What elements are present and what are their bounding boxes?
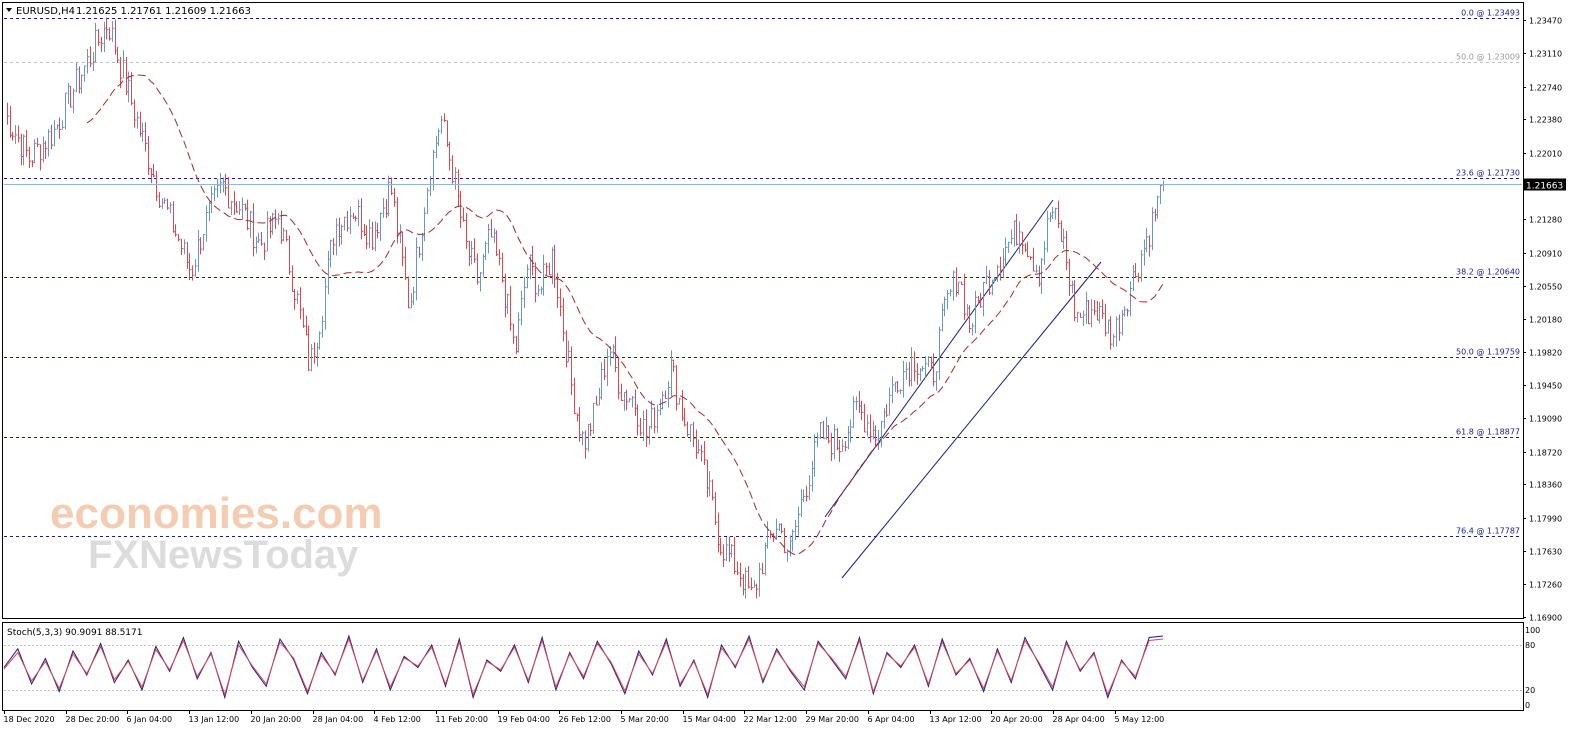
stoch-tick-label: 20 xyxy=(1525,686,1535,695)
y-tick-label: 1.17990 xyxy=(1529,515,1562,524)
x-tick-label: 20 Apr 20:00 xyxy=(991,715,1043,724)
x-tick-label: 6 Apr 04:00 xyxy=(868,715,915,724)
fib-label: 50.0 @ 1.23009 xyxy=(1456,53,1520,62)
fibonacci-levels: 0.0 @ 1.23493 50.0 @ 1.23009 23.6 @ 1.2173… xyxy=(4,9,1522,537)
watermark-fxnewstoday: FXNewsToday xyxy=(88,533,359,577)
y-tick-label: 1.19450 xyxy=(1529,382,1562,391)
x-tick-label: 29 Mar 20:00 xyxy=(806,715,859,724)
symbol-label: EURUSD,H4 xyxy=(16,6,75,17)
fib-label: 50.0 @ 1.19759 xyxy=(1456,348,1520,357)
chevron-down-icon[interactable] xyxy=(6,8,12,12)
y-tick-label: 1.16900 xyxy=(1529,614,1562,623)
x-tick-label: 22 Mar 12:00 xyxy=(744,715,797,724)
fib-label: 38.2 @ 1.20640 xyxy=(1456,268,1520,277)
current-price: 1.21663 xyxy=(4,178,1566,192)
stoch-label: Stoch(5,3,3) 90.9091 88.5171 xyxy=(7,628,142,638)
y-tick-label: 1.19820 xyxy=(1529,349,1562,358)
x-tick-label: 19 Feb 04:00 xyxy=(498,715,550,724)
y-tick-label: 1.23470 xyxy=(1529,17,1562,26)
x-tick-label: 5 Mar 20:00 xyxy=(621,715,669,724)
candles xyxy=(7,17,1166,599)
moving-average xyxy=(86,74,1164,556)
fib-label: 76.4 @ 1.17787 xyxy=(1456,527,1520,536)
stoch-signal-line xyxy=(3,637,1164,697)
y-tick-label: 1.20180 xyxy=(1529,316,1562,325)
stochastic-lines: 100 80 20 0 xyxy=(3,626,1540,710)
main-panel[interactable] xyxy=(2,2,1524,619)
time-axis: 18 Dec 2020 28 Dec 20:00 6 Jan 04:00 13 Jan… xyxy=(4,711,1165,724)
fib-label: 61.8 @ 1.18877 xyxy=(1456,428,1520,437)
x-tick-label: 4 Feb 12:00 xyxy=(374,715,421,724)
x-tick-label: 20 Jan 20:00 xyxy=(251,715,302,724)
y-tick-label: 1.23110 xyxy=(1529,50,1562,59)
moving-average-line xyxy=(86,74,1164,556)
fib-label: 23.6 @ 1.21730 xyxy=(1456,169,1520,178)
x-tick-label: 28 Dec 20:00 xyxy=(66,715,120,724)
ohlc-values: 1.21625 1.21761 1.21609 1.21663 xyxy=(76,6,251,17)
price-axis: 1.23470 1.23110 1.22740 1.22380 1.22010 1.212… xyxy=(1523,17,1562,623)
stoch-tick-label: 100 xyxy=(1525,626,1540,635)
y-tick-label: 1.17630 xyxy=(1529,548,1562,557)
y-tick-label: 1.20910 xyxy=(1529,250,1562,259)
x-tick-label: 28 Apr 04:00 xyxy=(1053,715,1105,724)
stoch-main-line xyxy=(3,634,1164,700)
x-tick-label: 15 Mar 04:00 xyxy=(683,715,736,724)
stoch-tick-label: 80 xyxy=(1525,641,1535,650)
x-tick-label: 18 Dec 2020 xyxy=(4,715,55,724)
y-tick-label: 1.20550 xyxy=(1529,283,1562,292)
y-tick-label: 1.21280 xyxy=(1529,216,1562,225)
y-tick-label: 1.18360 xyxy=(1529,481,1562,490)
y-tick-label: 1.17260 xyxy=(1529,581,1562,590)
y-tick-label: 1.18720 xyxy=(1529,449,1562,458)
stoch-panel[interactable] xyxy=(2,622,1524,711)
y-tick-label: 1.22010 xyxy=(1529,150,1562,159)
stoch-tick-label: 0 xyxy=(1525,701,1530,710)
fib-label: 0.0 @ 1.23493 xyxy=(1461,9,1520,18)
y-tick-label: 1.22380 xyxy=(1529,116,1562,125)
x-tick-label: 13 Apr 12:00 xyxy=(930,715,982,724)
x-tick-label: 26 Feb 12:00 xyxy=(559,715,611,724)
x-tick-label: 28 Jan 04:00 xyxy=(313,715,364,724)
current-price-badge xyxy=(1523,178,1566,191)
x-tick-label: 11 Feb 20:00 xyxy=(436,715,488,724)
y-tick-label: 1.19090 xyxy=(1529,415,1562,424)
x-tick-label: 5 May 12:00 xyxy=(1115,715,1165,724)
channel-line[interactable] xyxy=(841,261,1102,579)
x-tick-label: 6 Jan 04:00 xyxy=(127,715,173,724)
x-tick-label: 13 Jan 12:00 xyxy=(189,715,240,724)
y-tick-label: 1.22740 xyxy=(1529,84,1562,93)
watermark-economies: economies.com xyxy=(50,489,383,538)
current-price-label: 1.21663 xyxy=(1526,182,1563,192)
